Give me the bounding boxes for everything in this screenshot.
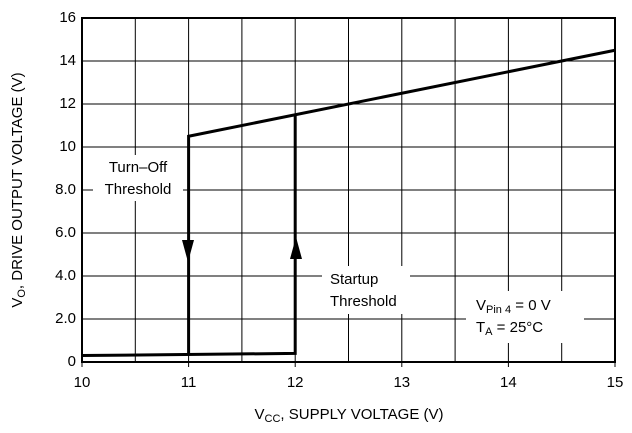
y-tick-label: 10 [59, 138, 76, 155]
x-axis-title: V [254, 406, 264, 423]
data-line [187, 48, 616, 355]
x-tick-label: 12 [287, 374, 304, 391]
annotation: V [476, 297, 486, 314]
annotation: = 25°C [493, 319, 544, 336]
x-tick-label: 11 [181, 374, 197, 391]
y-tick-label: 0 [68, 353, 76, 370]
annotation: Threshold [105, 181, 172, 198]
arrow-up [290, 237, 302, 259]
lines [81, 48, 616, 358]
annotation: Turn–Off [109, 159, 168, 176]
y-tick-label: 16 [59, 9, 76, 26]
plot-frame [81, 17, 616, 363]
y-tick-label: 14 [59, 52, 76, 69]
data-line [81, 114, 297, 358]
y-tick-label: 8.0 [55, 181, 76, 198]
x-tick-label: 15 [607, 374, 624, 391]
annotation: Threshold [330, 293, 397, 310]
annotation: T [476, 319, 485, 336]
y-tick-label: 6.0 [55, 224, 76, 241]
y-tick-label: 2.0 [55, 310, 76, 327]
y-axis-title: , DRIVE OUTPUT VOLTAGE (V) [9, 72, 26, 289]
x-tick-label: 13 [393, 374, 410, 391]
annotation: Pin 4 [486, 304, 511, 316]
x-tick-label: 10 [74, 374, 91, 391]
annotation: = 0 V [511, 297, 551, 314]
annotation-bg [322, 266, 410, 314]
x-axis-title: VCC, SUPPLY VOLTAGE (V) [254, 406, 443, 425]
arrow-down [182, 240, 194, 262]
annotation: A [485, 326, 493, 338]
y-axis-title: VO, DRIVE OUTPUT VOLTAGE (V) [9, 72, 28, 307]
annotation: VPin 4 = 0 V [476, 297, 551, 316]
annotation: Startup [330, 271, 378, 288]
annotation-bg [466, 291, 584, 343]
y-axis-title: O [16, 289, 28, 298]
y-tick-label: 4.0 [55, 267, 76, 284]
annotation-bg [93, 155, 183, 201]
x-axis-title: CC [265, 413, 281, 425]
annotation: TA = 25°C [476, 319, 543, 338]
x-axis-title: , SUPPLY VOLTAGE (V) [280, 406, 443, 423]
y-axis-title: V [9, 298, 26, 308]
x-tick-label: 14 [500, 374, 517, 391]
y-tick-label: 12 [59, 95, 76, 112]
